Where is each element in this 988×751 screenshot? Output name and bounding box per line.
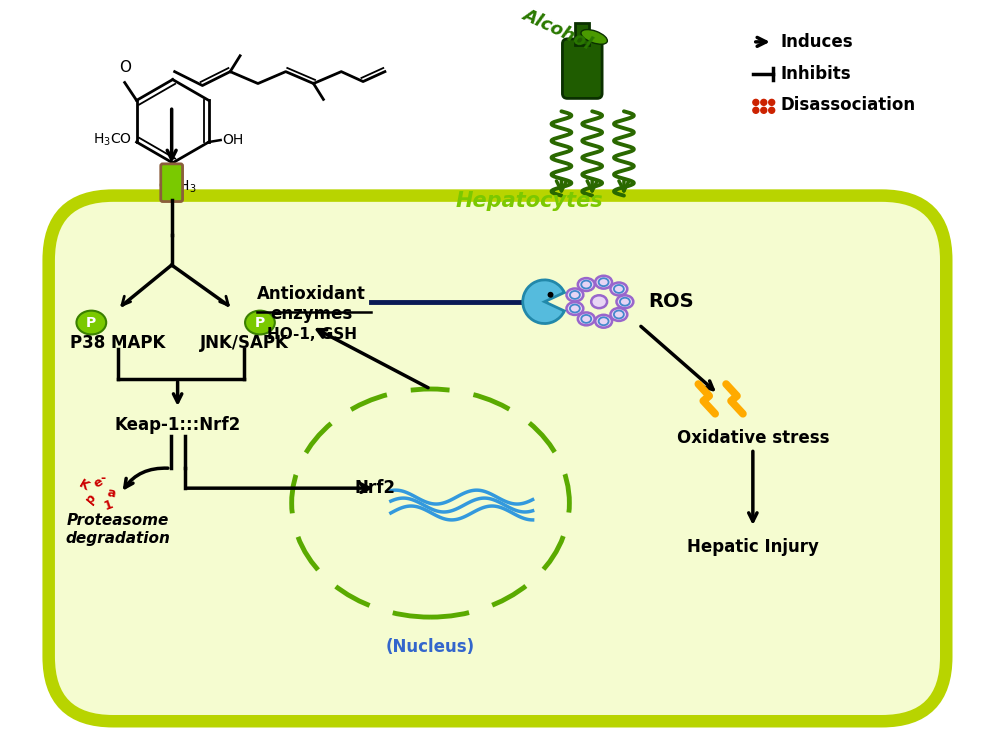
Text: H$_3$CO: H$_3$CO	[93, 132, 131, 148]
FancyBboxPatch shape	[562, 39, 602, 98]
Text: degradation: degradation	[65, 531, 171, 546]
Text: Alcohol: Alcohol	[520, 5, 595, 53]
Text: P: P	[86, 315, 97, 330]
Text: Antioxidant: Antioxidant	[257, 285, 366, 303]
Text: Proteasome: Proteasome	[67, 513, 169, 528]
Ellipse shape	[611, 282, 627, 295]
Text: enzymes: enzymes	[271, 305, 353, 323]
Circle shape	[547, 292, 553, 297]
Text: Inhibits: Inhibits	[781, 65, 852, 83]
FancyBboxPatch shape	[48, 195, 947, 721]
Text: ROS: ROS	[649, 292, 695, 311]
Circle shape	[753, 107, 759, 113]
Text: Induces: Induces	[781, 33, 854, 51]
Text: Hepatic Injury: Hepatic Injury	[687, 538, 819, 556]
Ellipse shape	[591, 295, 607, 308]
Ellipse shape	[76, 311, 106, 334]
Ellipse shape	[595, 276, 612, 288]
Text: OH: OH	[222, 133, 244, 147]
Ellipse shape	[611, 308, 627, 321]
Circle shape	[769, 99, 775, 105]
Text: (Nucleus): (Nucleus)	[386, 638, 475, 656]
Text: Nrf2: Nrf2	[355, 479, 396, 497]
Circle shape	[753, 99, 759, 105]
Ellipse shape	[581, 29, 608, 44]
Text: Keap-1:::Nrf2: Keap-1:::Nrf2	[115, 416, 241, 434]
Circle shape	[769, 107, 775, 113]
Ellipse shape	[578, 278, 595, 291]
Text: Oxidative stress: Oxidative stress	[677, 429, 829, 447]
Ellipse shape	[566, 288, 583, 301]
Ellipse shape	[617, 295, 633, 308]
Text: p: p	[84, 490, 99, 505]
Ellipse shape	[578, 312, 595, 325]
Text: OCH$_3$: OCH$_3$	[158, 179, 197, 195]
Circle shape	[761, 107, 767, 113]
Text: P: P	[255, 315, 265, 330]
Text: Disassociation: Disassociation	[781, 96, 916, 114]
Text: JNK/SAPK: JNK/SAPK	[200, 334, 288, 352]
Wedge shape	[523, 280, 564, 324]
Bar	[575, 23, 589, 45]
Ellipse shape	[595, 315, 612, 327]
Text: 1: 1	[102, 497, 115, 513]
Text: P38 MAPK: P38 MAPK	[70, 334, 166, 352]
Text: HO-1, GSH: HO-1, GSH	[267, 327, 357, 342]
Text: O: O	[119, 59, 130, 74]
FancyBboxPatch shape	[161, 164, 183, 201]
Text: Hepatocytes: Hepatocytes	[455, 191, 604, 210]
Text: a: a	[106, 486, 117, 500]
Text: e: e	[91, 475, 105, 491]
Text: -: -	[101, 472, 106, 484]
Ellipse shape	[566, 302, 583, 315]
Text: K: K	[76, 477, 91, 493]
Ellipse shape	[245, 311, 275, 334]
Circle shape	[761, 99, 767, 105]
